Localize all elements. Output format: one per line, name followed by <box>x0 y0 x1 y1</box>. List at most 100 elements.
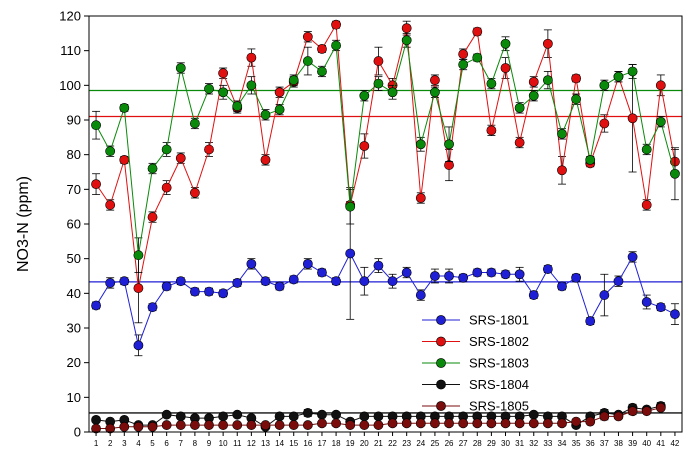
data-point <box>274 420 285 430</box>
x-tick-label: 34 <box>558 439 567 448</box>
x-tick-label: 39 <box>628 439 637 448</box>
data-point <box>317 66 327 77</box>
x-tick-label: 21 <box>374 439 383 448</box>
data-point <box>246 80 257 91</box>
data-point <box>571 73 582 84</box>
data-point <box>359 411 370 422</box>
y-tick-label: 50 <box>67 251 81 266</box>
data-point <box>302 408 313 418</box>
data-point <box>599 80 610 91</box>
data-point <box>175 276 186 287</box>
series-srs-1803 <box>91 32 680 273</box>
data-point <box>472 26 483 37</box>
data-point <box>161 144 172 155</box>
series-line <box>95 40 676 256</box>
legend-label: SRS-1802 <box>469 334 529 349</box>
x-tick-label: 8 <box>193 439 198 448</box>
data-point <box>204 286 214 297</box>
data-point <box>641 406 652 417</box>
data-point <box>655 302 666 313</box>
x-axis: 1 2 3 4 5 6 7 8 9 10 11 12 13 14 15 16 17 18 19 20 21 22 23 24 2… <box>94 432 680 448</box>
data-point <box>514 418 525 429</box>
data-point <box>317 418 327 429</box>
data-point <box>218 420 229 430</box>
data-point <box>345 201 356 212</box>
x-tick-label: 22 <box>388 439 397 448</box>
data-point <box>613 411 624 422</box>
data-point <box>189 420 200 430</box>
data-point <box>133 340 144 351</box>
x-tick-label: 33 <box>543 439 552 448</box>
y-tick-label: 70 <box>67 182 81 197</box>
data-point <box>415 193 426 203</box>
data-point <box>571 416 582 427</box>
x-tick-label: 23 <box>402 439 411 448</box>
data-point <box>260 154 271 165</box>
data-point <box>175 411 186 422</box>
data-point <box>528 418 539 429</box>
x-tick-label: 42 <box>670 439 679 448</box>
x-tick-label: 6 <box>164 439 169 448</box>
legend-label: SRS-1801 <box>469 313 529 328</box>
data-point <box>542 264 553 274</box>
data-point <box>260 420 271 430</box>
data-point <box>91 120 101 131</box>
data-point <box>232 420 243 430</box>
data-point <box>557 128 567 139</box>
data-point <box>288 75 299 86</box>
data-point <box>542 418 553 429</box>
x-tick-label: 1 <box>94 439 99 448</box>
data-point <box>486 267 497 278</box>
data-point <box>302 420 313 430</box>
data-point <box>472 418 483 429</box>
x-tick-label: 2 <box>108 439 113 448</box>
data-point <box>91 414 101 425</box>
data-point <box>232 278 243 288</box>
data-point <box>486 78 497 89</box>
data-point <box>373 78 384 89</box>
data-point <box>147 212 158 222</box>
data-point <box>430 87 440 98</box>
x-tick-label: 17 <box>318 439 327 448</box>
x-tick-label: 16 <box>303 439 312 448</box>
x-tick-label: 41 <box>656 439 665 448</box>
data-point <box>599 118 610 129</box>
data-point <box>161 182 172 193</box>
data-point <box>670 168 680 179</box>
data-point <box>599 290 610 300</box>
x-tick-label: 32 <box>529 439 538 448</box>
data-point <box>175 63 186 73</box>
data-point <box>288 420 299 430</box>
data-point <box>444 418 454 429</box>
data-point <box>274 281 285 292</box>
data-point <box>557 281 567 292</box>
data-point <box>204 144 214 155</box>
data-point <box>627 252 638 262</box>
data-point <box>288 411 299 422</box>
legend-marker <box>436 315 446 325</box>
data-point <box>218 411 229 422</box>
plot-frame <box>88 15 683 433</box>
data-point <box>571 94 582 105</box>
data-point <box>331 40 341 51</box>
data-point <box>557 165 567 176</box>
data-point <box>317 267 327 278</box>
data-point <box>401 35 412 46</box>
data-point <box>359 276 370 287</box>
data-point <box>472 267 483 278</box>
data-point <box>500 418 511 429</box>
data-point <box>161 409 172 420</box>
x-tick-label: 20 <box>360 439 369 448</box>
data-point <box>302 56 313 66</box>
data-point <box>613 276 624 287</box>
data-point <box>373 411 384 422</box>
data-point <box>359 90 370 101</box>
data-point <box>500 269 511 280</box>
data-point <box>528 90 539 101</box>
data-point <box>373 420 384 430</box>
y-tick-label: 20 <box>67 355 81 370</box>
data-point <box>274 87 285 98</box>
data-point <box>613 71 624 82</box>
data-point <box>147 302 158 313</box>
